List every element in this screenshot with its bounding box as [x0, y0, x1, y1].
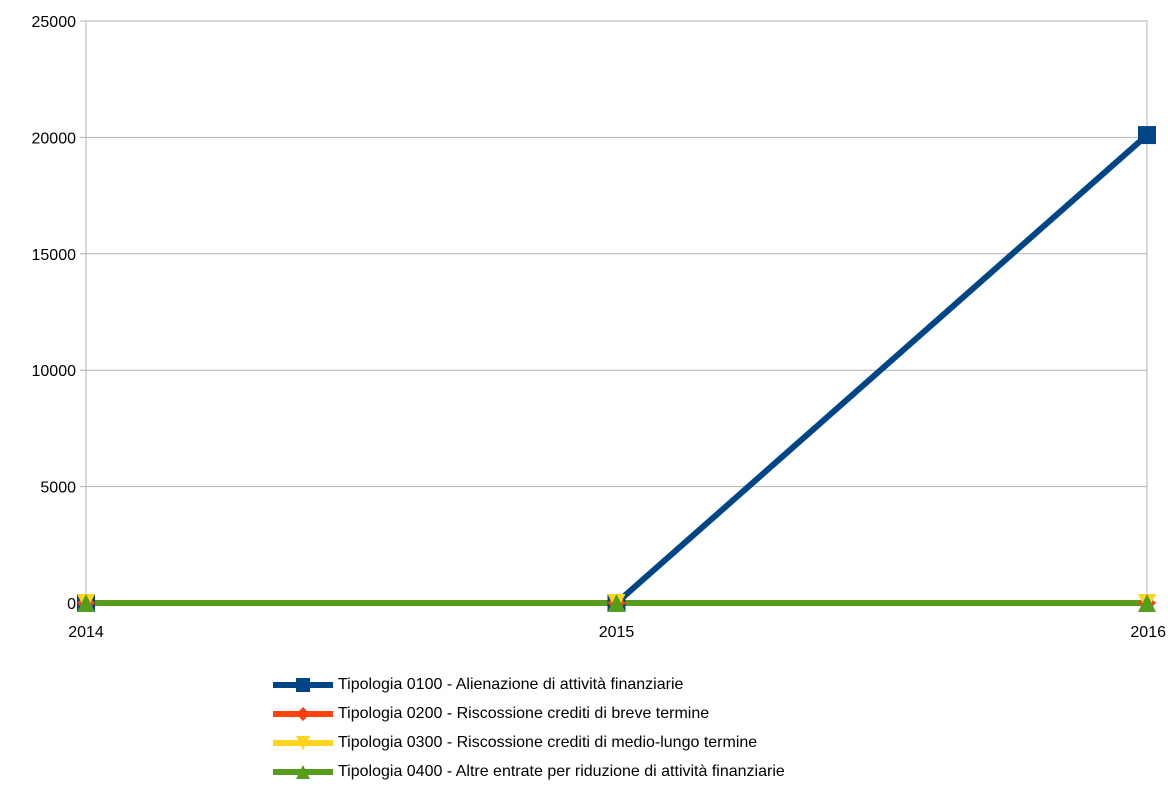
legend-marker [296, 706, 310, 721]
data-point-triangle-up [77, 594, 95, 612]
x-tick-label: 2016 [1130, 624, 1166, 641]
legend-label: Tipologia 0300 - Riscossione crediti di … [338, 733, 758, 751]
y-tick-label: 5000 [40, 480, 76, 497]
data-point-triangle-up [1138, 594, 1156, 612]
legend-swatch-graphic [273, 735, 333, 750]
legend-swatch-diamond-icon [272, 704, 334, 724]
series-markers [77, 126, 1156, 612]
legend-swatch-graphic [273, 764, 333, 779]
series-lines [83, 132, 1150, 606]
line-chart: 0 5000 10000 15000 20000 25000 2014 2015 2016 [32, 14, 1167, 641]
y-tick-label: 20000 [32, 130, 77, 147]
legend-swatch-square-icon [272, 675, 334, 695]
x-tick-labels: 2014 2015 2016 [68, 624, 1166, 641]
legend-item-0200: Tipologia 0200 - Riscossione crediti di … [272, 699, 785, 728]
axes [80, 20, 1148, 609]
y-tick-label: 10000 [32, 363, 77, 380]
legend-item-0300: Tipologia 0300 - Riscossione crediti di … [272, 728, 785, 757]
legend-marker [296, 677, 310, 692]
y-tick-label: 15000 [32, 247, 77, 264]
legend-swatch-triangle-down-icon [272, 733, 334, 753]
gridlines [86, 20, 1147, 604]
series-line-1 [83, 132, 1150, 606]
legend-item-0100: Tipologia 0100 - Alienazione di attività… [272, 670, 785, 699]
x-tick-label: 2015 [599, 624, 635, 641]
legend-marker [296, 764, 310, 779]
legend-label: Tipologia 0200 - Riscossione crediti di … [338, 704, 710, 722]
legend-item-0400: Tipologia 0400 - Altre entrate per riduz… [272, 757, 785, 786]
legend-label: Tipologia 0400 - Altre entrate per riduz… [338, 762, 785, 780]
y-tick-label: 0 [67, 596, 76, 613]
legend-swatch-triangle-up-icon [272, 762, 334, 782]
data-point-triangle-up [607, 594, 626, 612]
legend: Tipologia 0100 - Alienazione di attività… [272, 670, 785, 786]
legend-swatch-graphic [273, 677, 333, 692]
y-tick-label: 25000 [32, 14, 77, 31]
data-point-square [1138, 126, 1156, 145]
legend-label: Tipologia 0100 - Alienazione di attività… [338, 675, 684, 693]
legend-swatch-graphic [273, 706, 333, 721]
x-tick-label: 2014 [68, 624, 104, 641]
y-tick-labels: 0 5000 10000 15000 20000 25000 [32, 14, 77, 613]
legend-marker [296, 735, 310, 750]
